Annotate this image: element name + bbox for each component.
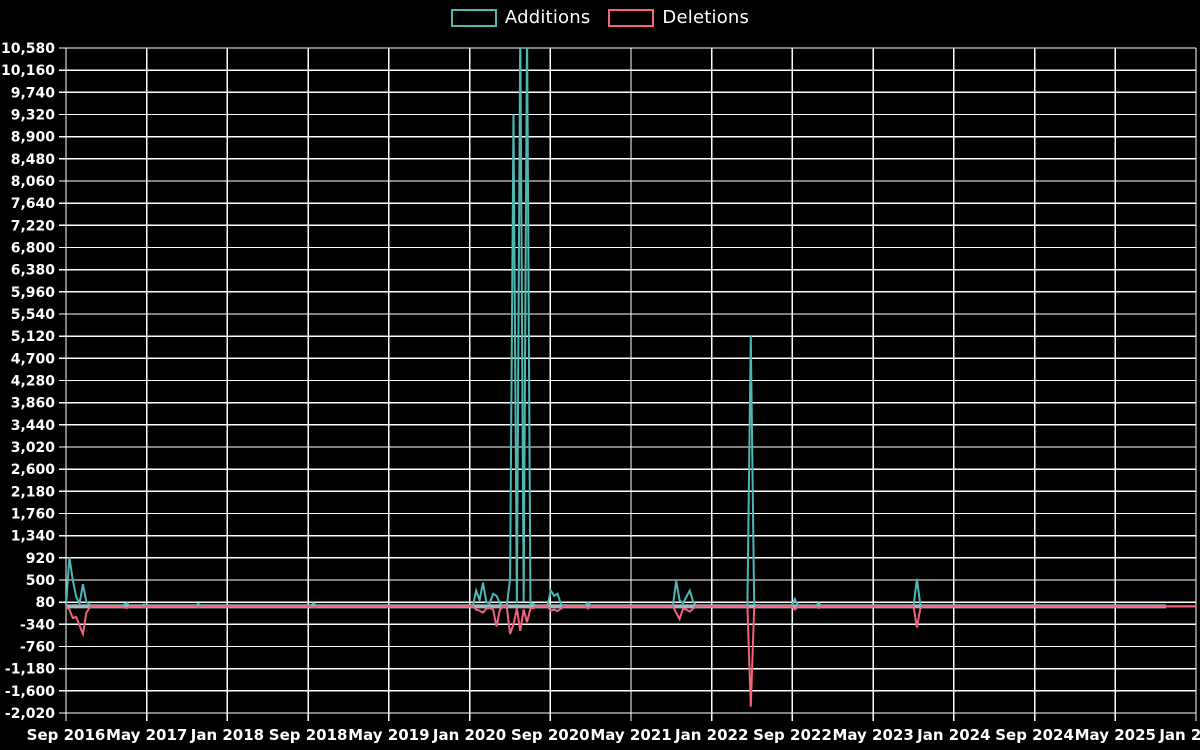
- y-axis-tick-label: 4,700: [11, 351, 56, 367]
- y-axis-tick-label: 4,280: [11, 374, 56, 390]
- legend-swatch-additions: [450, 9, 497, 27]
- x-axis-tick-label: Jan 2022: [674, 726, 748, 744]
- y-axis-tick-label: 80: [36, 595, 56, 611]
- y-axis-tick-label: 8,060: [11, 174, 56, 190]
- x-axis-tick-label: Jan 2020: [432, 726, 506, 744]
- y-axis-tick-label: 3,440: [11, 418, 56, 434]
- x-axis-tick-label: Sep 2022: [753, 726, 832, 744]
- x-axis-tick-label: Jan 2026: [1158, 726, 1200, 744]
- x-axis-tick-label: May 2021: [590, 726, 671, 744]
- y-axis-tick-label: 3,020: [11, 440, 56, 456]
- x-axis-tick-label: Sep 2024: [995, 726, 1074, 744]
- y-axis-tick-label: -1,600: [5, 684, 55, 700]
- y-axis-tick-label: 8,480: [11, 152, 56, 168]
- y-axis-tick-label: 10,580: [1, 41, 55, 57]
- series-group: [66, 48, 1196, 707]
- legend-item-deletions[interactable]: Deletions: [608, 9, 749, 27]
- x-axis-tick-label: Sep 2018: [269, 726, 348, 744]
- y-axis-tick-label: 7,640: [11, 196, 56, 212]
- y-axis-tick-label: -340: [20, 617, 55, 633]
- y-axis-tick-label: 920: [26, 551, 55, 567]
- y-axis-tick-label: 2,600: [11, 462, 56, 478]
- y-axis-tick-label: 500: [26, 573, 55, 589]
- y-axis-tick-label: 9,320: [11, 108, 56, 124]
- x-axis-tick-label: May 2019: [348, 726, 429, 744]
- legend-label-deletions: Deletions: [662, 7, 750, 28]
- y-axis-tick-label: 3,860: [11, 396, 56, 412]
- y-axis-tick-label: 6,800: [11, 241, 56, 257]
- y-axis-tick-label: -1,180: [5, 662, 55, 678]
- x-axis-tick-label: Jan 2018: [190, 726, 264, 744]
- legend-label-additions: Additions: [504, 7, 591, 28]
- chart-legend: Additions Deletions: [0, 0, 1200, 36]
- legend-swatch-deletions: [608, 9, 655, 27]
- x-axis-tick-label: Sep 2016: [27, 726, 106, 744]
- y-axis-tick-label: 5,120: [11, 329, 56, 345]
- y-axis-tick-label: 10,160: [1, 63, 55, 79]
- y-axis-tick-label: 1,760: [11, 507, 56, 523]
- x-axis-tick-label: May 2017: [106, 726, 187, 744]
- y-axis-tick-label: -2,020: [5, 706, 55, 722]
- x-axis-tick-label: Sep 2020: [511, 726, 590, 744]
- x-axis-tick-label: May 2023: [832, 726, 913, 744]
- y-axis-tick-label: 5,960: [11, 285, 56, 301]
- legend-item-additions[interactable]: Additions: [450, 7, 591, 28]
- y-axis-tick-label: 9,740: [11, 85, 56, 101]
- y-axis-tick-label: 5,540: [11, 307, 56, 323]
- x-axis-tick-label: Jan 2024: [916, 726, 990, 744]
- y-axis-tick-label: 1,340: [11, 529, 56, 545]
- y-axis-tick-label: 8,900: [11, 130, 56, 146]
- y-axis-tick-label: 7,220: [11, 218, 56, 234]
- x-axis-tick-label: May 2025: [1075, 726, 1156, 744]
- y-axis-tick-label: 2,180: [11, 484, 56, 500]
- series-line-deletions: [66, 605, 1196, 707]
- y-axis-tick-label: 6,380: [11, 263, 56, 279]
- y-axis-tick-label: -760: [20, 640, 55, 656]
